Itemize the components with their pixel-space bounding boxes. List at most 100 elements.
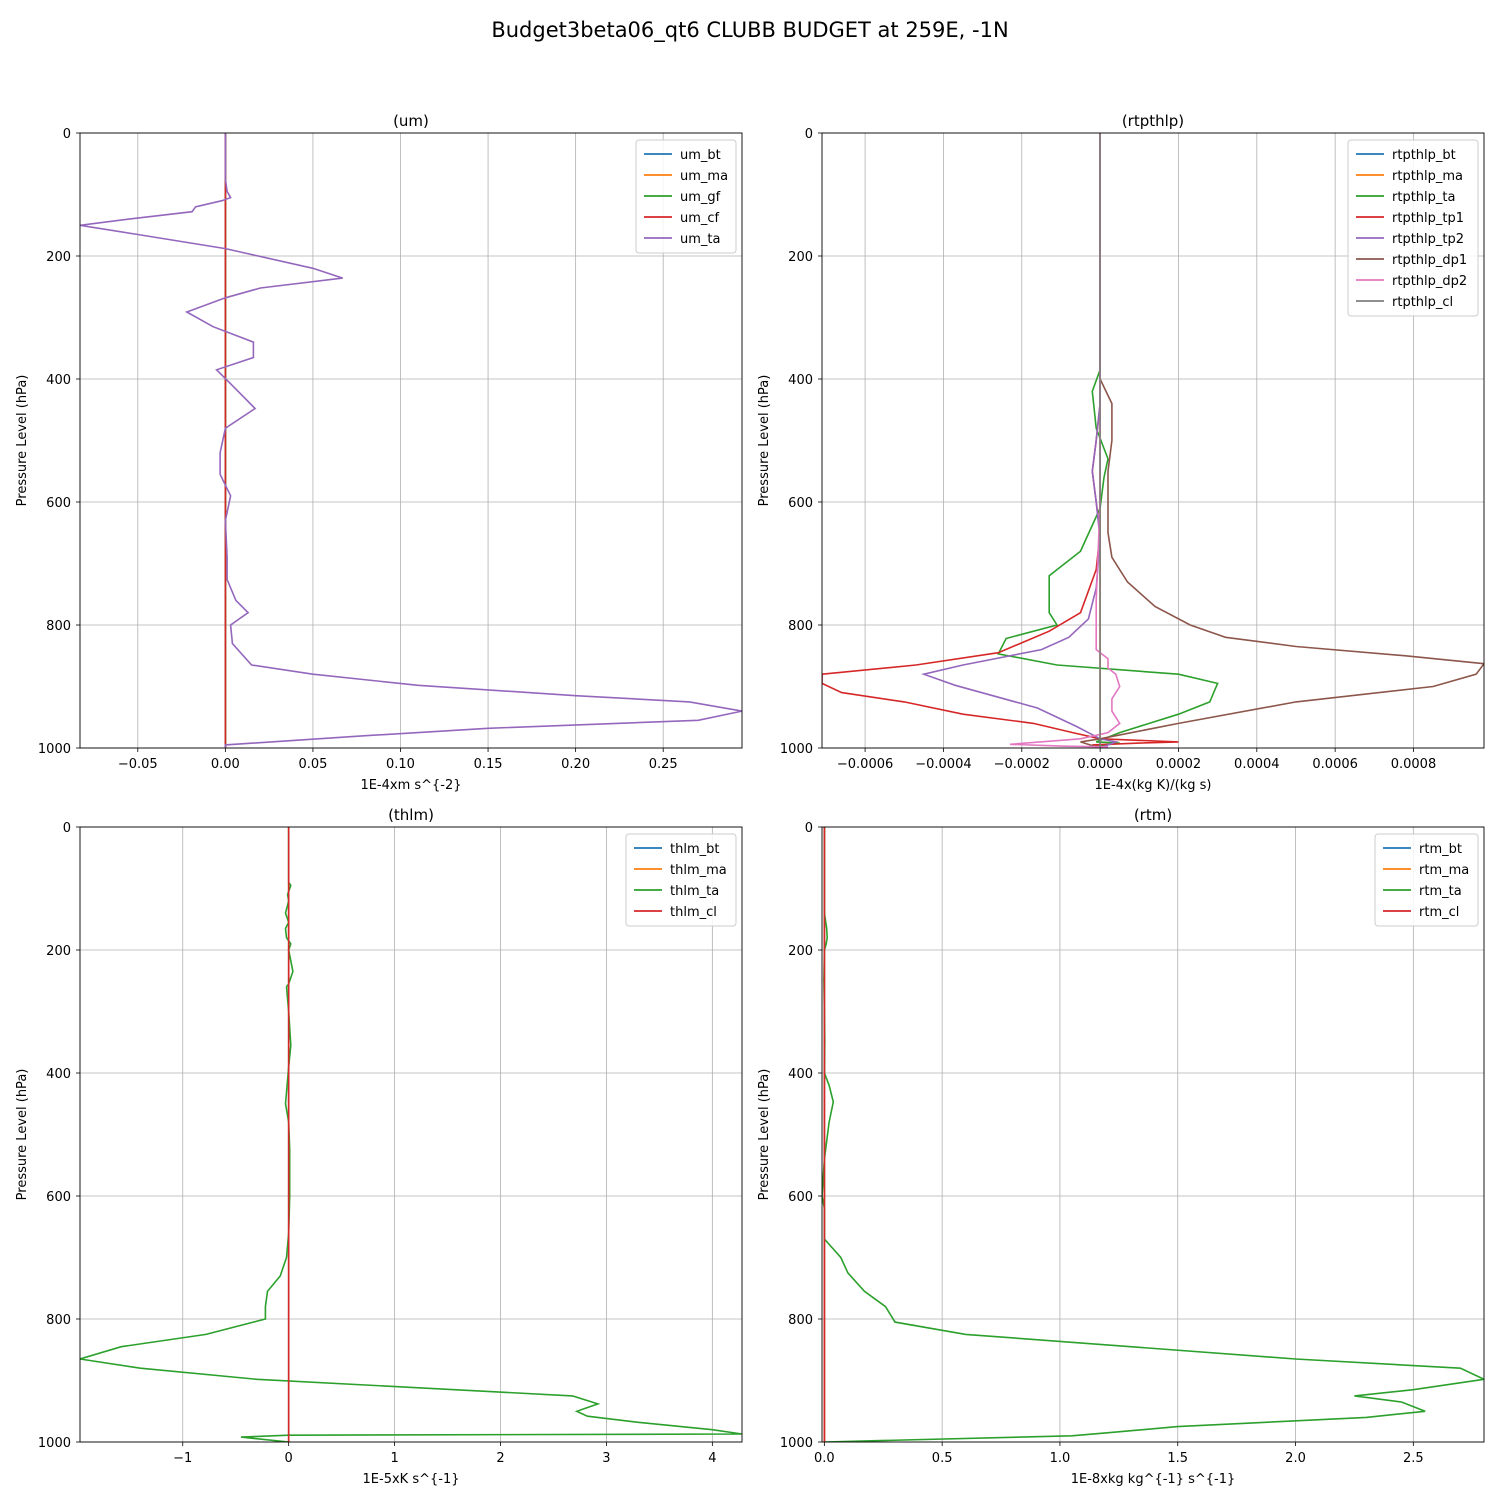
y-tick-label: 200 <box>788 944 813 959</box>
y-tick-label: 400 <box>46 1067 71 1082</box>
legend-label: rtpthlp_ma <box>1392 169 1463 184</box>
y-axis-label: Pressure Level (hPa) <box>757 1069 772 1201</box>
legend-label: um_gf <box>680 190 721 205</box>
y-tick-label: 1000 <box>38 1436 71 1451</box>
y-tick-label: 0 <box>63 127 71 142</box>
y-tick-label: 800 <box>788 619 813 634</box>
x-tick-label: 0.15 <box>474 757 503 772</box>
chart-panel-0: −0.05 0.00 0.05 0.10 0.15 0.20 0.25 0 200 400 600 8… <box>15 112 743 793</box>
x-axis-label: 1E-5xK s^{-1} <box>363 1472 460 1487</box>
legend: um_bt um_ma um_gf um_cf um_ta <box>635 139 737 254</box>
y-axis-label: Pressure Level (hPa) <box>15 1069 30 1201</box>
x-tick-label: 0.00 <box>211 757 240 772</box>
x-tick-label: 4 <box>708 1451 716 1466</box>
y-tick-label: 1000 <box>780 1436 813 1451</box>
x-tick-label: 0.0 <box>814 1451 835 1466</box>
legend-label: rtm_ta <box>1419 884 1462 899</box>
chart-panel-2: −1 0 1 2 3 4 0 200 400 600 800 1000 (thlm) 1E-5xK s^{… <box>15 806 743 1487</box>
legend-label: um_ma <box>680 169 728 184</box>
x-tick-label: 0.0008 <box>1391 757 1437 772</box>
legend-label: rtpthlp_tp2 <box>1392 232 1464 247</box>
legend-label: rtm_bt <box>1419 842 1462 857</box>
x-axis-label: 1E-4x(kg K)/(kg s) <box>1095 778 1212 793</box>
y-tick-label: 600 <box>788 496 813 511</box>
x-tick-label: 3 <box>602 1451 610 1466</box>
y-tick-label: 0 <box>805 127 813 142</box>
legend-label: um_bt <box>680 148 721 163</box>
y-axis-label: Pressure Level (hPa) <box>15 375 30 507</box>
legend-label: thlm_bt <box>670 842 719 857</box>
y-tick-label: 600 <box>46 1190 71 1205</box>
x-tick-label: −0.0002 <box>994 757 1050 772</box>
y-tick-label: 800 <box>46 1313 71 1328</box>
panel-title: (thlm) <box>388 806 434 824</box>
x-tick-label: 0.0004 <box>1234 757 1280 772</box>
x-tick-label: 0 <box>285 1451 293 1466</box>
legend-box <box>635 139 737 254</box>
legend-label: rtm_cl <box>1419 905 1459 920</box>
legend-box <box>625 833 737 927</box>
legend-label: thlm_ma <box>670 863 727 878</box>
y-tick-label: 200 <box>46 944 71 959</box>
legend-label: rtpthlp_dp1 <box>1392 253 1467 268</box>
panel-title: (rtpthlp) <box>1122 112 1184 130</box>
y-tick-label: 200 <box>46 250 71 265</box>
x-tick-label: 1.5 <box>1167 1451 1188 1466</box>
x-tick-label: −0.0006 <box>837 757 893 772</box>
legend-box <box>1374 833 1479 927</box>
x-tick-label: −1 <box>173 1451 192 1466</box>
x-tick-label: 0.20 <box>561 757 590 772</box>
y-tick-label: 200 <box>788 250 813 265</box>
series-line-um_ta <box>80 133 742 748</box>
x-tick-label: 1 <box>390 1451 398 1466</box>
legend-label: thlm_ta <box>670 884 719 899</box>
legend-label: rtpthlp_dp2 <box>1392 274 1467 289</box>
y-tick-label: 600 <box>46 496 71 511</box>
legend: rtm_bt rtm_ma rtm_ta rtm_cl <box>1374 833 1479 927</box>
y-tick-label: 0 <box>63 821 71 836</box>
y-tick-label: 800 <box>46 619 71 634</box>
y-tick-label: 400 <box>788 1067 813 1082</box>
x-tick-label: 2 <box>496 1451 504 1466</box>
legend-label: rtpthlp_cl <box>1392 295 1453 310</box>
y-tick-label: 1000 <box>38 742 71 757</box>
x-tick-label: 0.25 <box>649 757 678 772</box>
y-tick-label: 0 <box>805 821 813 836</box>
series-line-rtpthlp_dp2 <box>1009 133 1121 748</box>
legend-label: um_ta <box>680 232 720 247</box>
panel-title: (rtm) <box>1134 806 1172 824</box>
x-tick-label: 1.0 <box>1050 1451 1071 1466</box>
panel-title: (um) <box>393 112 429 130</box>
x-tick-label: −0.0004 <box>915 757 971 772</box>
plot-frame <box>821 826 1485 1443</box>
y-tick-label: 1000 <box>780 742 813 757</box>
legend-box <box>1347 139 1479 317</box>
plot-frame <box>821 132 1485 749</box>
legend-label: thlm_cl <box>670 905 717 920</box>
legend: rtpthlp_bt rtpthlp_ma rtpthlp_ta rtpthlp_tp… <box>1347 139 1479 317</box>
series-line-rtpthlp_tp2 <box>920 133 1119 748</box>
x-tick-label: 0.0000 <box>1077 757 1123 772</box>
legend: thlm_bt thlm_ma thlm_ta thlm_cl <box>625 833 737 927</box>
series-line-rtpthlp_dp1 <box>1080 133 1484 748</box>
chart-panel-1: −0.0006 −0.0004 −0.0002 0.0000 0.0002 0.0004 0… <box>757 112 1485 793</box>
y-tick-label: 400 <box>46 373 71 388</box>
legend-label: rtm_ma <box>1419 863 1469 878</box>
x-tick-label: 0.0002 <box>1156 757 1202 772</box>
plot-frame <box>79 132 743 749</box>
figure-title: Budget3beta06_qt6 CLUBB BUDGET at 259E, … <box>491 18 1008 43</box>
x-tick-label: 0.05 <box>298 757 327 772</box>
y-tick-label: 400 <box>788 373 813 388</box>
legend-label: rtpthlp_ta <box>1392 190 1455 205</box>
series-line-rtpthlp_ta <box>997 133 1219 748</box>
legend-label: um_cf <box>680 211 720 226</box>
x-tick-label: 2.0 <box>1285 1451 1306 1466</box>
y-axis-label: Pressure Level (hPa) <box>757 375 772 507</box>
x-axis-label: 1E-4xm s^{-2} <box>360 778 461 793</box>
y-tick-label: 800 <box>788 1313 813 1328</box>
x-tick-label: −0.05 <box>118 757 158 772</box>
x-tick-label: 2.5 <box>1403 1451 1424 1466</box>
x-axis-label: 1E-8xkg kg^{-1} s^{-1} <box>1071 1472 1236 1487</box>
x-tick-label: 0.10 <box>386 757 415 772</box>
